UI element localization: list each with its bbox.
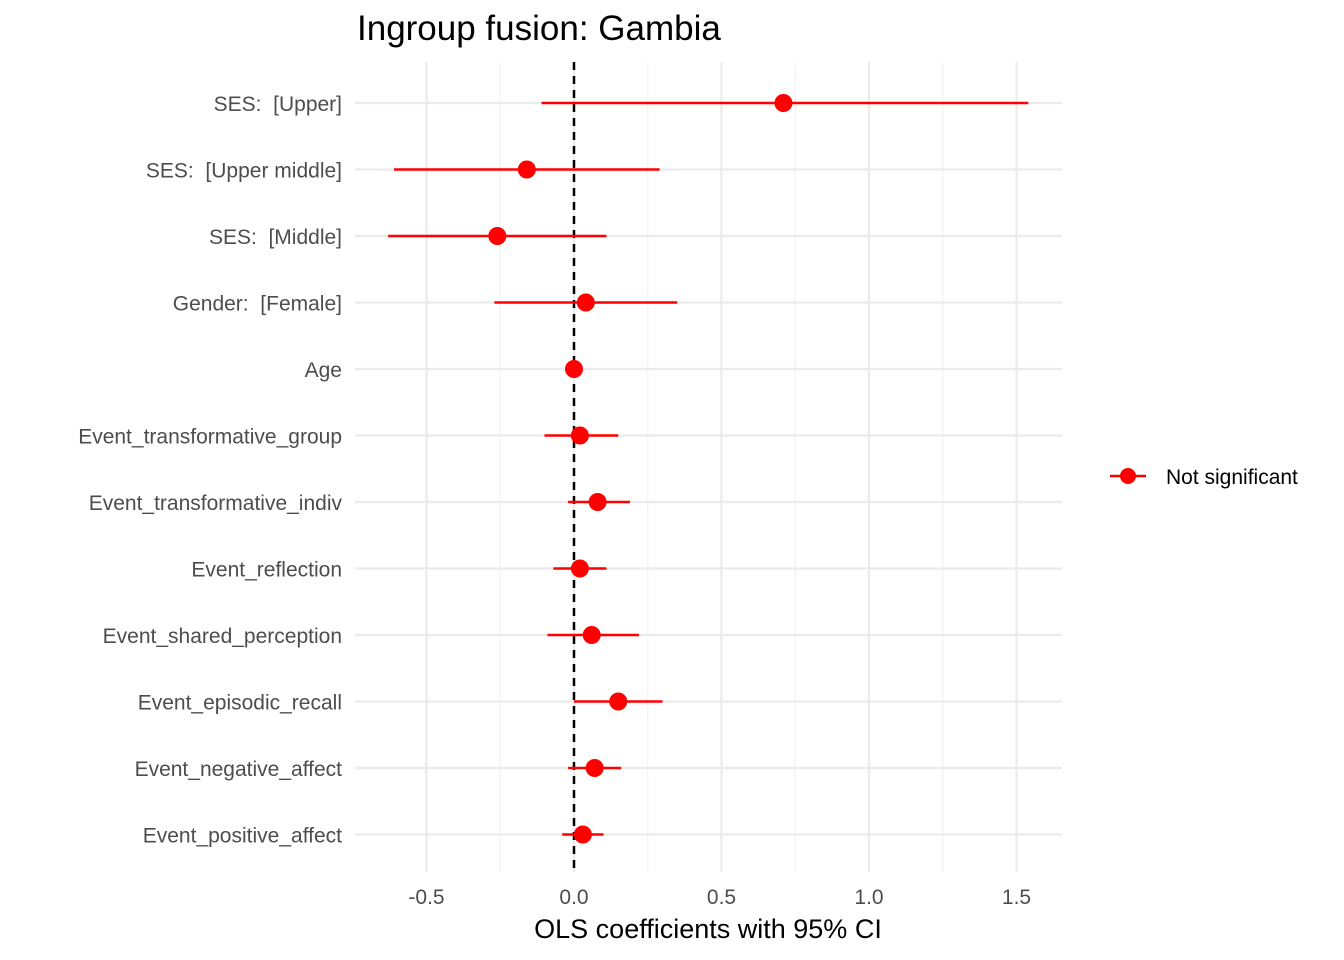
y-axis-label: Gender: [Female] [173,293,342,316]
coefficient-point [588,493,607,511]
coefficient-point [576,293,595,312]
x-axis-ticks: -0.5 0.0 0.5 1.0 1.5 [408,886,1031,909]
coefficient-point [488,227,507,245]
coefficient-point [609,692,628,711]
minor-gridlines [499,62,944,872]
y-axis-label: Event_transformative_group [78,426,342,449]
x-tick-label: 0.5 [707,886,736,909]
y-axis-label: Event_positive_affect [143,825,342,848]
coefficient-point [570,426,589,445]
y-axis-label: Event_transformative_indiv [89,492,343,515]
legend-point [1120,468,1136,484]
coefficient-point [573,825,592,844]
x-tick-label: 1.0 [854,886,883,909]
y-axis-label: Event_reflection [191,559,342,582]
coefficient-point [582,626,601,644]
legend-label: Not significant [1166,466,1298,489]
x-tick-label: -0.5 [408,886,444,909]
coefficient-point [774,94,793,112]
legend: Not significant [1110,466,1298,489]
x-tick-label: 1.5 [1002,886,1031,909]
y-axis-label: Event_negative_affect [135,758,343,781]
coefficient-point [565,360,583,378]
coefficient-point [517,160,536,179]
y-axis-label: Event_shared_perception [103,625,342,648]
chart-title: Ingroup fusion: Gambia [357,9,721,48]
y-axis-label: Age [305,359,342,382]
coefficient-point [585,759,604,777]
x-axis-title: OLS coefficients with 95% CI [534,914,882,944]
coefficient-point [570,559,589,578]
y-axis-label: SES: [Upper middle] [146,160,342,183]
x-tick-label: 0.0 [559,886,588,909]
y-axis-labels: SES: [Upper] SES: [Upper middle] SES: [Mid… [78,93,342,848]
y-axis-label: Event_episodic_recall [138,692,342,715]
major-gridlines [355,62,1062,872]
y-axis-label: SES: [Middle] [209,226,342,249]
coefficient-marks [388,94,1029,844]
y-axis-label: SES: [Upper] [214,93,342,116]
